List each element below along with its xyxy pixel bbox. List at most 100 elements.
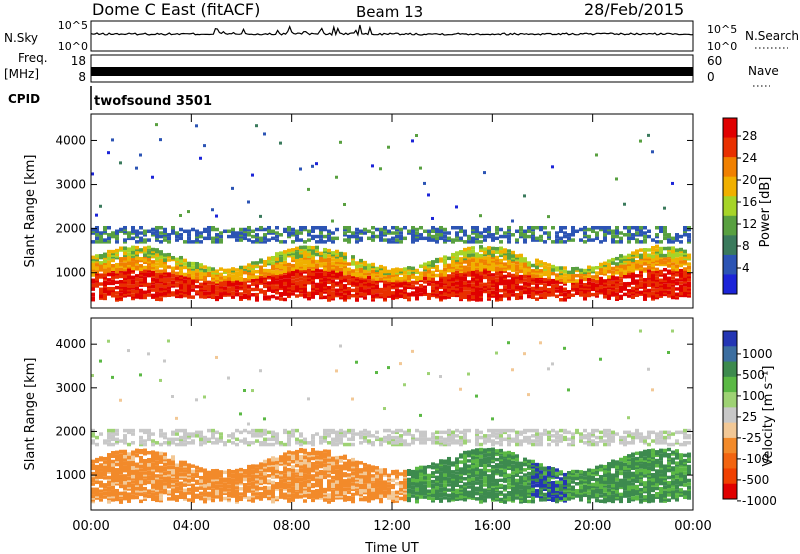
- range-cell: [399, 484, 403, 488]
- range-cell: [655, 262, 659, 266]
- range-cell: [155, 249, 159, 254]
- range-cell: [335, 265, 339, 270]
- y-tick-label: 3000: [55, 178, 86, 192]
- range-cell: [491, 290, 495, 295]
- range-cell: [503, 285, 507, 289]
- range-cell: [495, 291, 499, 295]
- range-cell: [551, 284, 555, 288]
- range-cell: [323, 272, 327, 277]
- range-cell: [251, 469, 255, 474]
- range-cell: [223, 288, 227, 292]
- range-cell: [507, 291, 511, 296]
- range-cell: [463, 270, 467, 275]
- range-cell: [275, 275, 279, 279]
- range-cell: [103, 287, 107, 292]
- range-cell: [139, 153, 142, 157]
- range-cell: [467, 252, 471, 256]
- range-cell: [355, 289, 359, 293]
- range-cell: [403, 274, 407, 278]
- range-cell: [687, 240, 691, 244]
- range-cell: [103, 273, 107, 278]
- range-cell: [471, 272, 475, 277]
- range-cell: [147, 480, 151, 485]
- range-cell: [355, 294, 359, 299]
- range-cell: [439, 276, 443, 281]
- range-cell: [227, 469, 231, 473]
- range-cell: [259, 270, 263, 275]
- range-cell: [371, 238, 375, 242]
- range-cell: [427, 193, 430, 197]
- range-cell: [583, 274, 587, 278]
- range-cell: [143, 248, 147, 252]
- range-cell: [627, 266, 631, 270]
- range-cell: [631, 288, 635, 292]
- range-cell: [91, 292, 95, 297]
- range-cell: [139, 258, 143, 263]
- range-cell: [187, 288, 191, 292]
- range-cell: [435, 233, 439, 237]
- range-cell: [107, 339, 110, 343]
- range-cell: [399, 280, 403, 284]
- range-cell: [99, 240, 103, 244]
- range-cell: [687, 225, 691, 230]
- range-cell: [479, 276, 483, 281]
- range-cell: [615, 265, 619, 270]
- range-cell: [563, 298, 567, 302]
- range-cell: [491, 278, 495, 282]
- range-cell: [495, 285, 499, 290]
- range-cell: [311, 286, 315, 291]
- range-cell: [287, 291, 291, 295]
- range-cell: [155, 465, 159, 469]
- range-cell: [259, 236, 263, 241]
- range-cell: [635, 227, 639, 232]
- range-cell: [555, 276, 559, 281]
- range-cell: [323, 281, 327, 285]
- range-cell: [495, 280, 499, 284]
- range-cell: [451, 293, 455, 297]
- range-cell: [311, 274, 315, 278]
- range-cell: [359, 288, 363, 293]
- range-cell: [523, 234, 527, 239]
- range-cell: [479, 248, 483, 253]
- range-cell: [111, 253, 115, 257]
- beam-title: Beam 13: [356, 3, 423, 21]
- range-cell: [115, 296, 119, 300]
- range-cell: [295, 262, 299, 266]
- range-cell: [143, 278, 147, 282]
- range-cell: [675, 296, 679, 300]
- range-cell: [275, 259, 279, 263]
- range-cell: [647, 292, 651, 296]
- range-cell: [195, 231, 199, 235]
- range-cell: [627, 267, 631, 272]
- range-cell: [255, 275, 259, 279]
- range-cell: [583, 240, 587, 244]
- range-cell: [499, 264, 503, 268]
- range-cell: [379, 480, 383, 485]
- range-cell: [219, 240, 223, 244]
- range-cell: [431, 265, 435, 269]
- range-cell: [131, 249, 135, 253]
- range-cell: [395, 497, 399, 502]
- range-cell: [279, 281, 283, 285]
- range-cell: [335, 288, 339, 293]
- range-cell: [107, 260, 111, 264]
- range-cell: [603, 272, 607, 276]
- range-cell: [263, 279, 267, 283]
- range-cell: [399, 437, 403, 442]
- range-cell: [407, 281, 411, 286]
- range-cell: [103, 280, 107, 285]
- range-cell: [151, 265, 155, 269]
- range-cell: [99, 204, 102, 208]
- range-cell: [279, 441, 283, 445]
- range-cell: [487, 249, 491, 254]
- range-cell: [203, 277, 207, 282]
- range-cell: [287, 285, 291, 290]
- range-cell: [515, 287, 519, 292]
- range-cell: [307, 265, 311, 269]
- range-cell: [331, 288, 335, 292]
- range-cell: [139, 480, 143, 484]
- range-cell: [143, 439, 147, 443]
- range-cell: [543, 225, 547, 230]
- range-cell: [535, 290, 539, 294]
- range-cell: [423, 276, 427, 281]
